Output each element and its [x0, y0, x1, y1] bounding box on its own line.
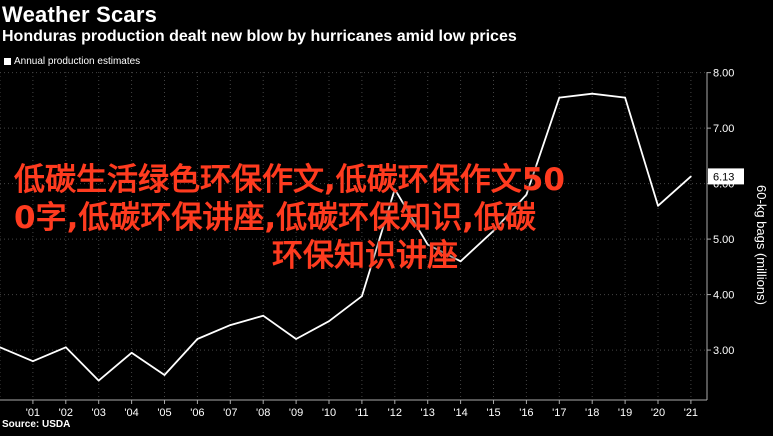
- x-tick-label: '06: [190, 407, 204, 419]
- chart-legend: Annual production estimates: [4, 56, 140, 67]
- x-tick-label: '05: [157, 407, 171, 419]
- data-point: [361, 295, 363, 298]
- data-point: [130, 352, 133, 354]
- data-point: [196, 338, 199, 340]
- x-tick-label: '03: [92, 407, 106, 419]
- y-tick-label: 3.00: [713, 345, 734, 357]
- x-tick-label: '02: [59, 407, 73, 419]
- data-point: [657, 205, 659, 207]
- data-point: [97, 379, 100, 382]
- data-point: [394, 188, 396, 190]
- x-tick-label: '17: [552, 407, 566, 419]
- x-tick-label: '07: [223, 407, 237, 419]
- data-point: [459, 260, 462, 263]
- y-tick-label: 5.00: [713, 234, 734, 246]
- overlay-line-3: 环保知识讲座: [272, 238, 458, 274]
- y-tick-label: 7.00: [713, 123, 734, 135]
- x-tick-label: '21: [684, 407, 698, 419]
- y-axis-label: 60-kg bags (millions): [754, 185, 769, 305]
- legend-label: Annual production estimates: [14, 56, 141, 67]
- overlay-line-2: 0字,低碳环保讲座,低碳环保知识,低碳: [14, 200, 536, 236]
- data-point: [624, 96, 626, 99]
- x-tick-label: '18: [585, 407, 599, 419]
- data-point: [65, 346, 67, 349]
- data-point: [229, 324, 232, 326]
- x-tick-label: '09: [289, 407, 303, 419]
- data-point: [262, 314, 265, 317]
- last-value-badge: [708, 168, 744, 185]
- data-point: [295, 338, 297, 340]
- data-point: [525, 193, 528, 196]
- x-tick-label: '01: [26, 407, 40, 419]
- x-tick-label: '08: [256, 407, 270, 419]
- data-point: [690, 175, 692, 178]
- data-point: [492, 229, 495, 232]
- data-point: [426, 243, 429, 246]
- data-point: [32, 360, 34, 362]
- x-tick-label: '10: [322, 407, 336, 419]
- x-tick-label: '11: [355, 407, 369, 419]
- data-point: [0, 346, 1, 349]
- data-point: [591, 92, 593, 95]
- x-tick-label: '12: [388, 407, 402, 419]
- overlay-line-1: 低碳生活绿色环保作文,低碳环保作文50: [14, 162, 565, 198]
- data-point: [558, 96, 561, 99]
- source-note: Source: USDA: [2, 419, 71, 430]
- x-tick-label: '20: [651, 407, 665, 419]
- data-point: [328, 320, 330, 323]
- x-tick-label: '14: [453, 407, 467, 419]
- chart-title: Weather Scars: [2, 2, 158, 27]
- x-tick-label: '13: [421, 407, 435, 419]
- x-tick-label: '04: [124, 407, 138, 419]
- x-tick-label: '19: [618, 407, 632, 419]
- x-tick-label: '15: [486, 407, 500, 419]
- y-tick-label: 8.00: [713, 68, 734, 80]
- x-tick-label: '16: [519, 407, 533, 419]
- data-point: [163, 374, 166, 376]
- y-tick-label: 4.00: [713, 290, 734, 302]
- series-line: [0, 92, 692, 382]
- chart-subtitle: Honduras production dealt new blow by hu…: [2, 28, 517, 45]
- legend-swatch: [4, 58, 11, 65]
- last-value-label: 6.13: [713, 171, 734, 183]
